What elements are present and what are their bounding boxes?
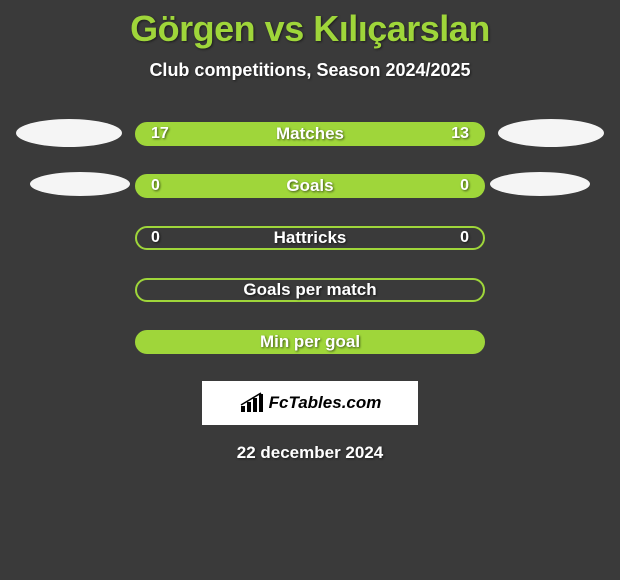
page-title: Görgen vs Kılıçarslan (0, 8, 620, 50)
stat-bar: 17 Matches 13 (135, 122, 485, 146)
stat-value-right: 0 (460, 229, 469, 247)
date-label: 22 december 2024 (0, 443, 620, 463)
comparison-infographic: Görgen vs Kılıçarslan Club competitions,… (0, 0, 620, 463)
stat-row-goals-per-match: Goals per match (10, 277, 610, 303)
stat-bar: Min per goal (135, 330, 485, 354)
stat-bar: 0 Hattricks 0 (135, 226, 485, 250)
stat-row-matches: 17 Matches 13 (10, 121, 610, 147)
stat-label: Min per goal (260, 332, 360, 352)
player-indicator-right (490, 172, 590, 196)
stat-bar: 0 Goals 0 (135, 174, 485, 198)
chart-icon (239, 392, 265, 414)
player-indicator-left (30, 172, 130, 196)
stat-value-left: 0 (151, 177, 160, 195)
stat-label: Goals (286, 176, 333, 196)
subtitle: Club competitions, Season 2024/2025 (0, 60, 620, 81)
stat-label: Matches (276, 124, 344, 144)
stat-label: Goals per match (243, 280, 376, 300)
stat-value-left: 0 (151, 229, 160, 247)
stat-bar: Goals per match (135, 278, 485, 302)
stat-row-goals: 0 Goals 0 (10, 173, 610, 199)
stat-row-min-per-goal: Min per goal (10, 329, 610, 355)
player-indicator-right (498, 119, 604, 147)
stat-value-right: 13 (451, 125, 469, 143)
stat-row-hattricks: 0 Hattricks 0 (10, 225, 610, 251)
stats-area: 17 Matches 13 0 Goals 0 0 Hattricks 0 (0, 121, 620, 355)
player-indicator-left (16, 119, 122, 147)
stat-label: Hattricks (274, 228, 347, 248)
stat-value-right: 0 (460, 177, 469, 195)
logo-text: FcTables.com (269, 393, 382, 413)
logo-box: FcTables.com (202, 381, 418, 425)
stat-value-left: 17 (151, 125, 169, 143)
